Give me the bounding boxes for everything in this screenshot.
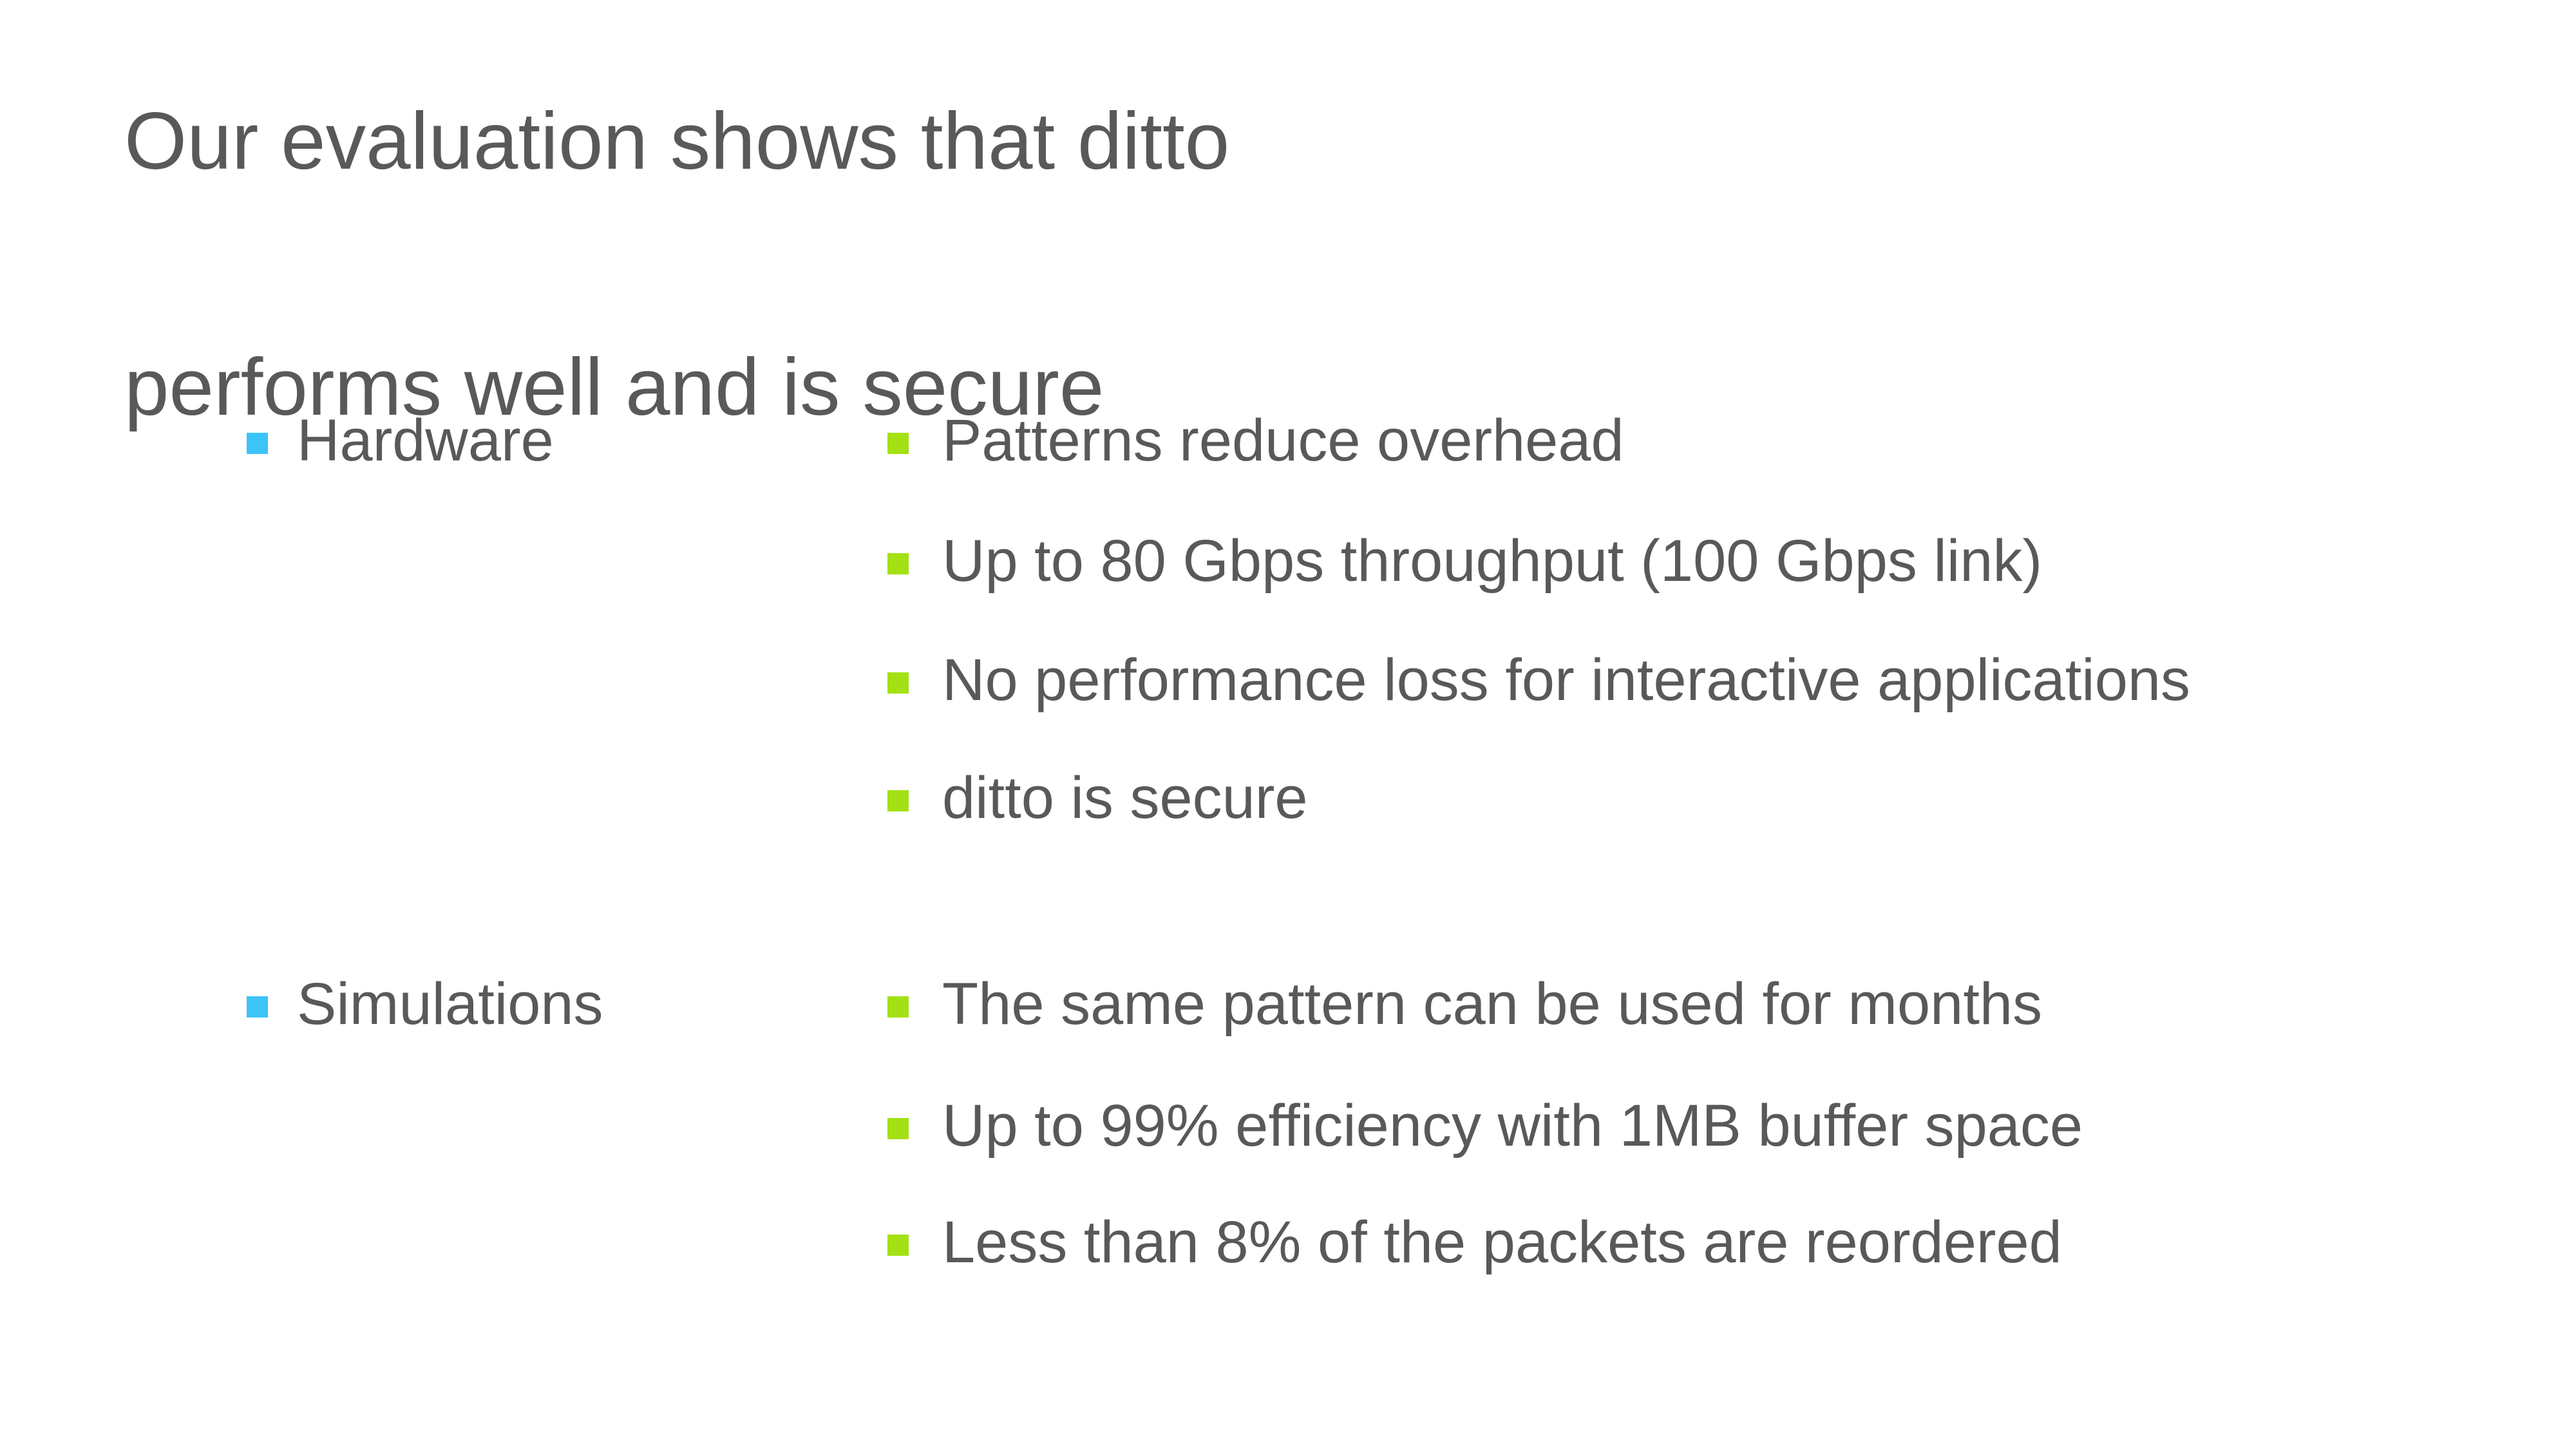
slide-title-line2: performs well and is secure <box>124 343 1104 432</box>
list-item: Up to 80 Gbps throughput (100 Gbps link) <box>887 529 2042 593</box>
square-bullet-icon <box>887 996 909 1018</box>
category-row-hardware: Hardware <box>247 408 554 473</box>
list-item-text: Less than 8% of the packets are reordere… <box>942 1209 2062 1275</box>
list-item: The same pattern can be used for months <box>887 972 2042 1036</box>
slide-title-line1: Our evaluation shows that ditto <box>124 97 1230 186</box>
square-bullet-icon <box>887 790 909 811</box>
list-item: ditto is secure <box>887 766 1308 830</box>
category-row-simulations: Simulations <box>247 972 603 1036</box>
square-bullet-icon <box>887 1118 909 1139</box>
square-bullet-icon <box>247 996 268 1018</box>
square-bullet-icon <box>887 433 909 454</box>
list-item-text: The same pattern can be used for months <box>942 971 2043 1037</box>
list-item-text: Patterns reduce overhead <box>942 408 1624 473</box>
square-bullet-icon <box>887 553 909 574</box>
list-item-text: ditto is secure <box>942 765 1308 831</box>
category-label: Hardware <box>297 408 554 473</box>
list-item: Up to 99% efficiency with 1MB buffer spa… <box>887 1094 2083 1158</box>
list-item-text: Up to 80 Gbps throughput (100 Gbps link) <box>942 528 2043 594</box>
list-item: Less than 8% of the packets are reordere… <box>887 1210 2062 1274</box>
square-bullet-icon <box>887 1235 909 1256</box>
slide-title: Our evaluation shows that ditto performs… <box>124 80 1229 449</box>
category-label: Simulations <box>297 971 603 1037</box>
list-item: No performance loss for interactive appl… <box>887 648 2190 712</box>
list-item-text: Up to 99% efficiency with 1MB buffer spa… <box>942 1093 2083 1159</box>
list-item: Patterns reduce overhead <box>887 408 1624 473</box>
square-bullet-icon <box>247 433 268 454</box>
list-item-text: No performance loss for interactive appl… <box>942 647 2191 713</box>
square-bullet-icon <box>887 672 909 694</box>
